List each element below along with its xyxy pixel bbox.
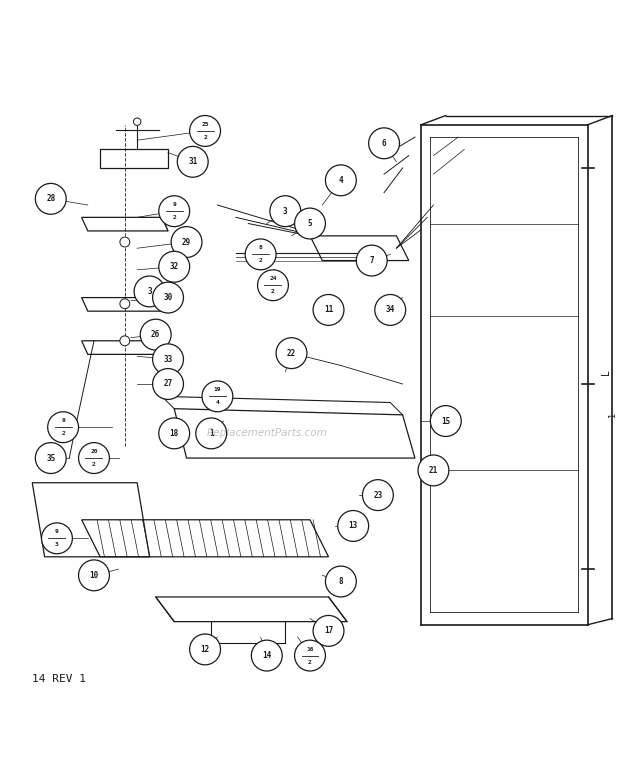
Circle shape xyxy=(42,523,73,554)
Circle shape xyxy=(120,336,130,346)
Text: 3: 3 xyxy=(283,207,288,216)
Circle shape xyxy=(35,184,66,214)
Text: 32: 32 xyxy=(170,262,179,271)
Circle shape xyxy=(159,251,190,282)
Text: 3: 3 xyxy=(147,287,152,296)
Text: 4: 4 xyxy=(216,400,219,406)
Text: 25: 25 xyxy=(202,122,209,127)
Text: 33: 33 xyxy=(164,355,172,364)
Text: 11: 11 xyxy=(324,306,333,314)
Circle shape xyxy=(338,511,369,541)
Text: 31: 31 xyxy=(188,157,197,167)
Circle shape xyxy=(196,418,227,449)
Circle shape xyxy=(120,299,130,309)
Text: 34: 34 xyxy=(386,306,395,314)
Text: 22: 22 xyxy=(287,349,296,358)
Circle shape xyxy=(257,270,288,301)
Text: 19: 19 xyxy=(214,387,221,392)
Text: 2: 2 xyxy=(259,258,262,263)
Text: 1: 1 xyxy=(608,412,617,417)
Text: 14 REV 1: 14 REV 1 xyxy=(32,674,86,684)
Text: 2: 2 xyxy=(308,660,312,664)
Circle shape xyxy=(418,455,449,486)
Text: 8: 8 xyxy=(259,246,262,250)
Circle shape xyxy=(79,442,109,474)
Text: ReplacementParts.com: ReplacementParts.com xyxy=(206,429,327,439)
Circle shape xyxy=(313,294,344,326)
Circle shape xyxy=(171,227,202,257)
Text: 28: 28 xyxy=(46,194,55,204)
Text: 17: 17 xyxy=(324,627,333,635)
Text: 26: 26 xyxy=(151,330,161,339)
Circle shape xyxy=(153,369,184,399)
Circle shape xyxy=(313,615,344,647)
Text: 7: 7 xyxy=(370,256,374,265)
Circle shape xyxy=(326,165,356,196)
Text: 12: 12 xyxy=(200,645,210,654)
Text: 10: 10 xyxy=(89,571,99,580)
Text: 16: 16 xyxy=(306,647,314,651)
Text: 3: 3 xyxy=(55,542,59,548)
Circle shape xyxy=(326,566,356,597)
Text: 15: 15 xyxy=(441,416,450,425)
Circle shape xyxy=(190,634,221,665)
Circle shape xyxy=(159,418,190,449)
Circle shape xyxy=(356,245,387,276)
Text: 20: 20 xyxy=(91,449,98,454)
Text: 6: 6 xyxy=(382,139,386,147)
Circle shape xyxy=(159,196,190,227)
Circle shape xyxy=(430,406,461,436)
Text: 9: 9 xyxy=(55,529,59,535)
Circle shape xyxy=(294,208,326,239)
Text: 21: 21 xyxy=(429,466,438,475)
Text: 14: 14 xyxy=(262,651,272,660)
Text: 8: 8 xyxy=(339,577,343,586)
Circle shape xyxy=(140,319,171,350)
Text: 4: 4 xyxy=(339,176,343,185)
Text: L: L xyxy=(601,369,611,375)
Text: 13: 13 xyxy=(348,521,358,531)
Text: 9: 9 xyxy=(61,419,65,423)
Text: 5: 5 xyxy=(308,219,312,228)
Text: 35: 35 xyxy=(46,454,55,462)
Circle shape xyxy=(369,127,399,159)
Text: 1: 1 xyxy=(209,429,213,438)
Text: 29: 29 xyxy=(182,237,191,247)
Text: 27: 27 xyxy=(164,379,172,389)
Text: 18: 18 xyxy=(170,429,179,438)
Text: 9: 9 xyxy=(172,202,176,207)
Circle shape xyxy=(363,480,393,511)
Circle shape xyxy=(153,282,184,313)
Circle shape xyxy=(153,344,184,375)
Text: 2: 2 xyxy=(61,431,65,436)
Text: 2: 2 xyxy=(203,135,207,140)
Circle shape xyxy=(270,196,301,227)
Circle shape xyxy=(276,338,307,369)
Text: 2: 2 xyxy=(271,290,275,294)
Circle shape xyxy=(190,115,221,147)
Text: 24: 24 xyxy=(269,276,277,281)
Text: 30: 30 xyxy=(164,293,172,302)
Circle shape xyxy=(177,147,208,177)
Circle shape xyxy=(375,294,405,326)
Circle shape xyxy=(133,118,141,125)
Circle shape xyxy=(120,237,130,247)
Circle shape xyxy=(294,641,326,671)
Circle shape xyxy=(134,276,165,307)
Circle shape xyxy=(251,641,282,671)
Circle shape xyxy=(79,560,109,591)
Text: 2: 2 xyxy=(92,462,96,467)
Circle shape xyxy=(48,412,79,442)
Circle shape xyxy=(245,239,276,270)
Circle shape xyxy=(35,442,66,474)
Circle shape xyxy=(202,381,233,412)
Text: 23: 23 xyxy=(373,491,383,500)
Text: 2: 2 xyxy=(172,215,176,220)
